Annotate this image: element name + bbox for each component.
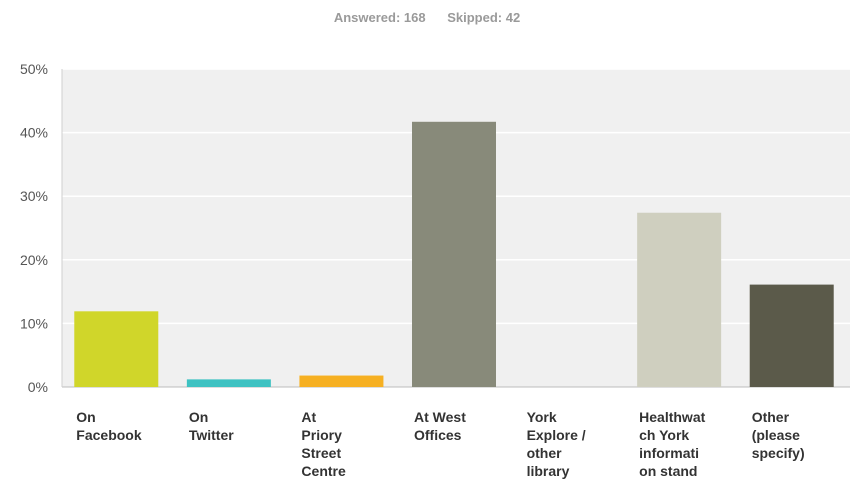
y-tick-label: 40% bbox=[20, 125, 48, 141]
response-summary: Answered: 168 Skipped: 42 bbox=[0, 10, 854, 25]
y-tick-label: 0% bbox=[28, 379, 48, 395]
answered-count: Answered: 168 bbox=[333, 10, 426, 25]
bar bbox=[749, 284, 834, 387]
x-category-label: On Twitter bbox=[188, 409, 234, 443]
x-category-label: On Facebook bbox=[76, 409, 142, 443]
x-category-label: York Explore / other library bbox=[526, 409, 586, 479]
y-tick-label: 20% bbox=[20, 252, 48, 268]
bar bbox=[412, 121, 496, 388]
x-category-label: At West Offices bbox=[414, 409, 466, 443]
y-axis-ticks: 0% 10% 20% 30% 40% 50% bbox=[20, 61, 48, 395]
x-category-label: At Priory Street Centre bbox=[301, 409, 346, 479]
y-tick-label: 50% bbox=[20, 61, 48, 77]
y-tick-label: 10% bbox=[20, 315, 48, 331]
bars bbox=[74, 121, 834, 388]
bar bbox=[637, 212, 722, 387]
bar bbox=[299, 375, 384, 387]
x-category-label: Healthwat ch York informati on stand bbox=[639, 409, 706, 479]
x-category-label: Other (please specify) bbox=[751, 409, 805, 461]
bar bbox=[186, 379, 271, 387]
bar bbox=[74, 311, 159, 387]
y-tick-label: 30% bbox=[20, 188, 48, 204]
skipped-count: Skipped: 42 bbox=[447, 10, 521, 25]
